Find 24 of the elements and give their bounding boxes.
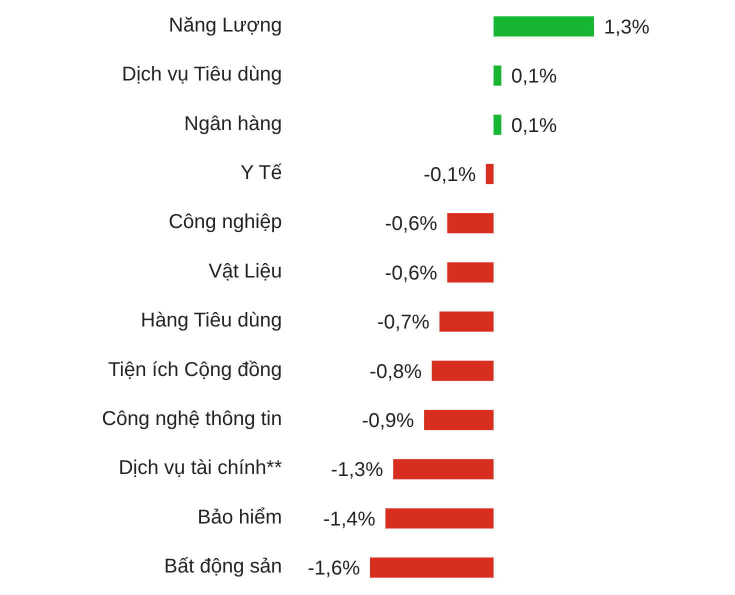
- data-label: 0,1%: [511, 114, 558, 137]
- data-label: -1,6%: [308, 558, 360, 580]
- y-tick-label: Công nghiệp: [168, 211, 282, 234]
- data-label: -0,7%: [377, 312, 430, 334]
- y-tick-label: Dịch vụ tài chính**: [118, 457, 282, 480]
- y-tick-label: Năng Lượng: [168, 14, 282, 36]
- data-label: -0,1%: [424, 164, 476, 186]
- data-label: -0,6%: [384, 213, 438, 236]
- data-label: -0,6%: [384, 262, 438, 284]
- y-tick-label: Vật Liệu: [208, 260, 282, 282]
- y-tick-label: Hàng Tiêu dùng: [140, 310, 282, 332]
- data-label: -0,8%: [370, 360, 422, 383]
- data-label: -0,9%: [362, 410, 414, 432]
- y-tick-label: Dịch vụ Tiêu dùng: [122, 64, 282, 86]
- y-tick-label: Tiện ích Cộng đồng: [108, 358, 282, 381]
- y-tick-label: Bất động sản: [164, 556, 282, 578]
- data-label: -1,4%: [323, 508, 376, 530]
- y-tick-label: Bảo hiểm: [198, 506, 282, 528]
- y-tick-label: Y Tế: [240, 162, 282, 184]
- data-label: 1,3%: [604, 16, 650, 38]
- data-label: 0,1%: [511, 66, 558, 88]
- y-tick-label: Công nghệ thông tin: [102, 408, 282, 430]
- y-tick-label: Ngân hàng: [184, 112, 282, 135]
- data-label: -1,3%: [330, 459, 384, 482]
